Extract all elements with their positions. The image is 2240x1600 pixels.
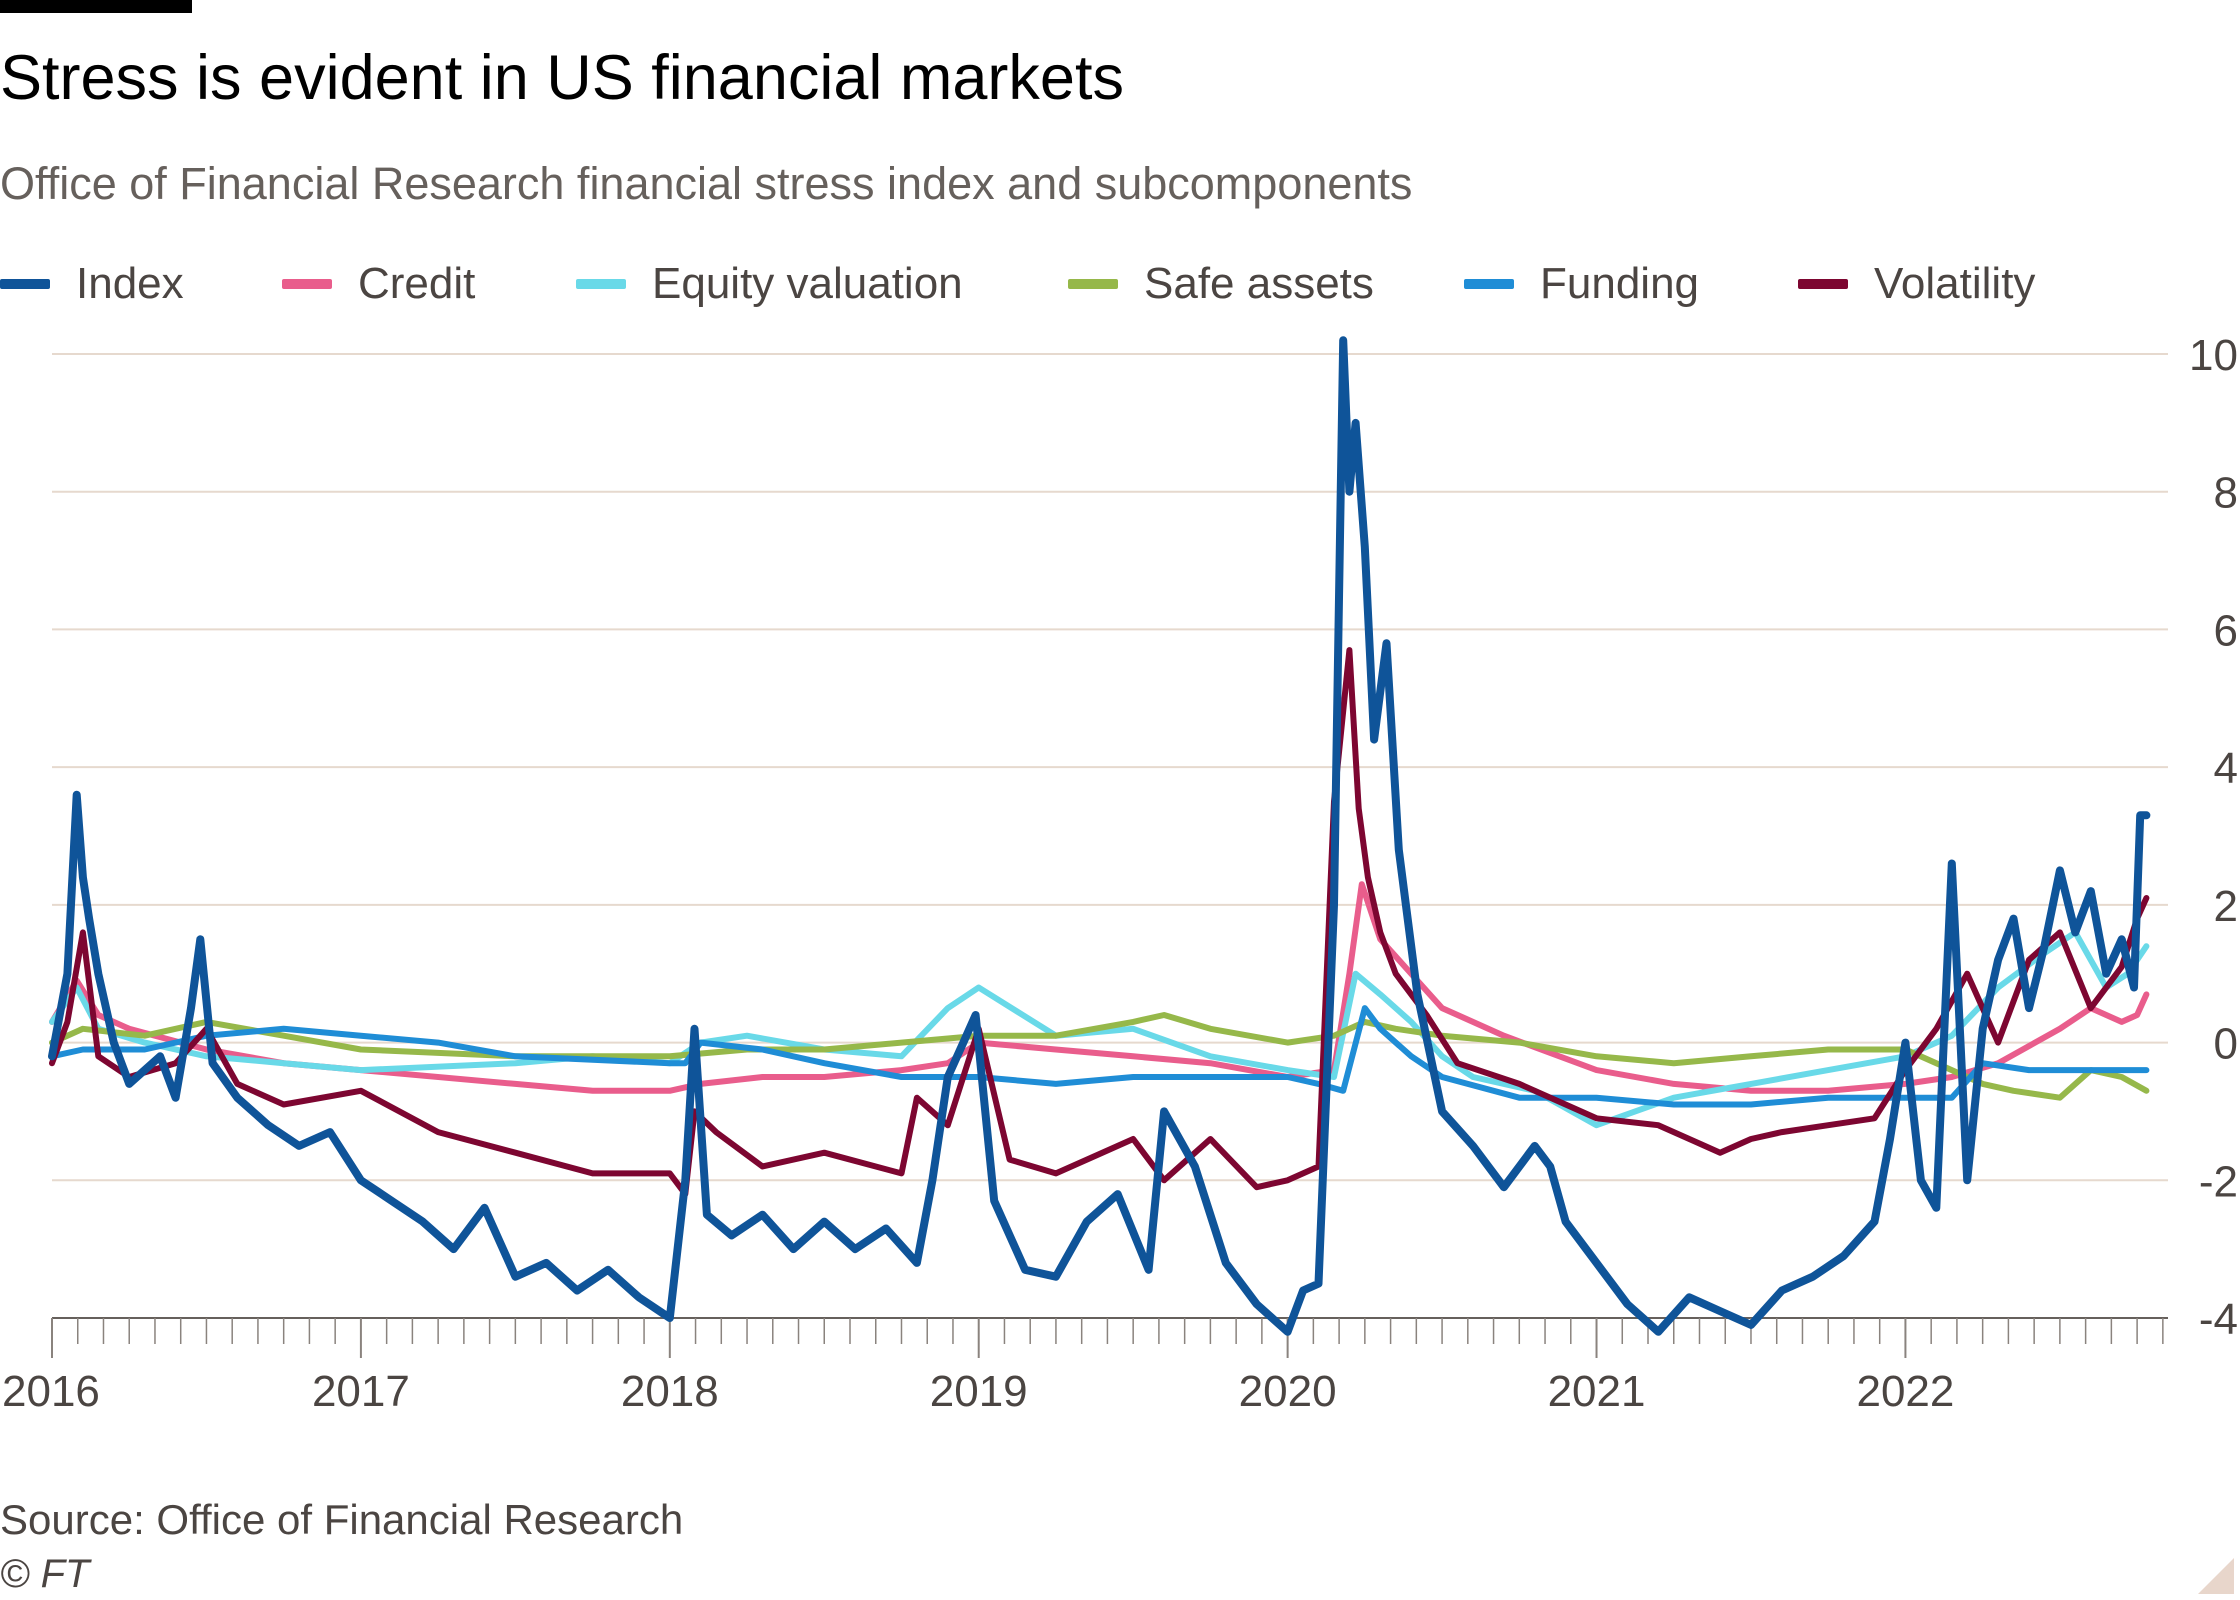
x-tick-label: 2021 <box>1548 1367 1646 1416</box>
series-line-index <box>48 336 2151 1336</box>
chart-title: Stress is evident in US financial market… <box>0 43 1124 113</box>
series-line-equity-valuation <box>49 929 2150 1129</box>
legend-item-funding: Funding <box>1464 256 1699 312</box>
legend-item-volatility: Volatility <box>1798 256 2035 312</box>
legend-label-funding: Funding <box>1540 259 1700 308</box>
x-axis <box>51 1317 2168 1358</box>
legend-swatch-credit <box>282 279 332 289</box>
legend-item-safe-assets: Safe assets <box>1068 256 1374 312</box>
legend-swatch-equity-valuation <box>576 279 626 289</box>
y-tick-label: 6 <box>2214 606 2238 655</box>
x-tick-label: 2019 <box>930 1367 1028 1416</box>
chart-subtitle: Office of Financial Research financial s… <box>0 158 1413 209</box>
legend-label-index: Index <box>76 259 184 308</box>
legend-swatch-index <box>0 279 50 289</box>
series-line-funding <box>49 1005 2150 1108</box>
source-note: Source: Office of Financial Research <box>0 1496 684 1543</box>
legend-item-credit: Credit <box>282 256 475 312</box>
legend: Index Credit Equity valuation Safe asset… <box>0 256 2240 312</box>
y-axis: -4 -2 0 2 4 6 8 10 <box>2189 331 2238 1344</box>
y-tick-label: -4 <box>2199 1295 2238 1344</box>
line-chart: -4 -2 0 2 4 6 8 10 2016 2017 2018 2019 2020 2021 2022 <box>2 331 2238 1416</box>
corner-mark <box>2198 1558 2234 1594</box>
x-tick-label: 2020 <box>1239 1367 1337 1416</box>
y-tick-label: -2 <box>2199 1157 2238 1206</box>
x-tick-label: 2016 <box>2 1367 100 1416</box>
legend-label-equity-valuation: Equity valuation <box>652 259 963 308</box>
ft-top-bar <box>0 0 192 13</box>
copyright: © FT <box>0 1552 90 1596</box>
x-axis-labels: 2016 2017 2018 2019 2020 2021 2022 <box>2 1367 1954 1416</box>
x-tick-label: 2017 <box>312 1367 410 1416</box>
y-tick-label: 2 <box>2214 882 2238 931</box>
series-line-volatility <box>49 647 2150 1198</box>
legend-item-equity-valuation: Equity valuation <box>576 256 963 312</box>
y-tick-label: 10 <box>2189 331 2238 380</box>
legend-label-safe-assets: Safe assets <box>1144 259 1374 308</box>
y-tick-label: 0 <box>2214 1020 2238 1069</box>
series-line-credit <box>49 881 2150 1094</box>
legend-swatch-volatility <box>1798 279 1848 289</box>
legend-swatch-safe-assets <box>1068 279 1118 289</box>
legend-swatch-funding <box>1464 279 1514 289</box>
y-tick-label: 8 <box>2214 469 2238 518</box>
legend-item-index: Index <box>0 256 184 312</box>
series-line-safe-assets <box>49 1012 2150 1101</box>
x-tick-label: 2022 <box>1856 1367 1954 1416</box>
y-tick-label: 4 <box>2214 744 2238 793</box>
series-lines <box>48 336 2151 1336</box>
legend-label-volatility: Volatility <box>1874 259 2036 308</box>
legend-label-credit: Credit <box>358 259 476 308</box>
x-tick-label: 2018 <box>621 1367 719 1416</box>
